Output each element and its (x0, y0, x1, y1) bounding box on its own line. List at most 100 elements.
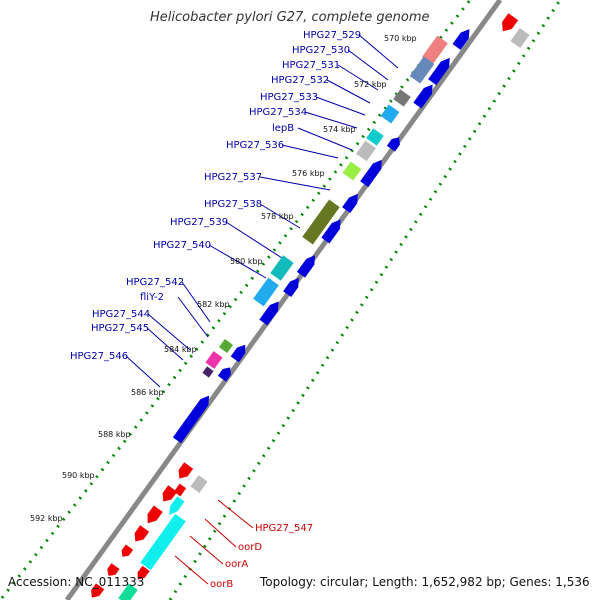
cds-gene[interactable] (259, 299, 282, 326)
tick-label: 580 kbp (230, 257, 263, 266)
feature-block[interactable] (205, 351, 223, 369)
rna-gene[interactable] (166, 496, 185, 517)
rna-gene[interactable] (118, 583, 138, 600)
tick-label: 578 kbp (261, 212, 294, 221)
label-leader (174, 555, 209, 585)
feature-block[interactable] (366, 128, 384, 146)
feature-block[interactable] (393, 89, 411, 107)
label-leader (315, 96, 366, 116)
feature-block[interactable] (253, 277, 279, 307)
tick-label: 584 kbp (164, 345, 197, 354)
outer-dotted-guide (0, 0, 472, 599)
label-leader (347, 49, 389, 81)
tick-label: 572 kbp (354, 80, 387, 89)
gene-label[interactable]: HPG27_534 (249, 107, 307, 118)
rna-gene[interactable] (134, 565, 150, 583)
gene-label[interactable]: lepB (272, 123, 294, 134)
gene-label[interactable]: HPG27_530 (292, 45, 350, 56)
rna-gene[interactable] (175, 462, 194, 481)
feature-block[interactable] (302, 199, 340, 245)
feature-block[interactable] (202, 366, 214, 378)
rna-gene[interactable] (498, 13, 519, 35)
gene-label[interactable]: HPG27_546 (70, 351, 128, 362)
gene-label[interactable]: HPG27_539 (170, 217, 228, 228)
rna-gene[interactable] (159, 485, 178, 504)
tick-label: 588 kbp (98, 430, 131, 439)
feature-block[interactable] (409, 56, 435, 84)
label-leader (297, 127, 353, 151)
label-leader (259, 203, 301, 229)
label-leaders (125, 34, 399, 585)
genome-backbone (64, 0, 503, 600)
feature-block[interactable] (510, 28, 530, 48)
gene-label[interactable]: oorB (210, 579, 233, 590)
feature-block[interactable] (270, 255, 294, 281)
gene-label[interactable]: HPG27_529 (303, 30, 361, 41)
gene-label[interactable]: fliY-2 (140, 292, 164, 303)
genome-info-text: Topology: circular; Length: 1,652,982 bp… (260, 575, 590, 589)
gene-label[interactable]: HPG27_545 (91, 323, 149, 334)
tick-label: 582 kbp (197, 300, 230, 309)
tick-labels: 570 kbp 572 kbp 574 kbp 576 kbp 578 kbp 580 k… (30, 34, 417, 523)
tick-label: 576 kbp (292, 169, 325, 178)
label-leader (358, 34, 399, 69)
label-leader (189, 535, 224, 565)
cds-gene[interactable] (452, 26, 474, 50)
gene-label[interactable]: HPG27_531 (282, 60, 340, 71)
rna-gene[interactable] (190, 475, 208, 493)
label-leader (217, 499, 254, 529)
feature-block[interactable] (380, 104, 400, 124)
gene-label[interactable]: HPG27_537 (204, 172, 262, 183)
rna-gene[interactable] (173, 483, 187, 497)
gene-label[interactable]: HPG27_547 (255, 523, 313, 534)
gene-label[interactable]: HPG27_542 (126, 277, 184, 288)
feature-block[interactable] (342, 161, 362, 181)
gene-label[interactable]: HPG27_532 (271, 75, 329, 86)
gene-label[interactable]: HPG27_538 (204, 199, 262, 210)
gene-label[interactable]: oorA (225, 559, 248, 570)
label-leader (281, 144, 339, 159)
rna-gene[interactable] (88, 583, 105, 600)
accession-text: Accession: NC_011333 (8, 575, 145, 589)
cds-gene[interactable] (321, 217, 344, 244)
cds-gene[interactable] (342, 191, 362, 214)
label-leader (147, 313, 191, 351)
cds-gene[interactable] (413, 82, 436, 109)
cds-gene[interactable] (428, 55, 454, 86)
gene-label[interactable]: oorD (238, 542, 262, 553)
cds-gene[interactable] (296, 252, 319, 278)
label-leader (304, 111, 358, 129)
cds-gene[interactable] (230, 342, 250, 363)
label-leader (125, 355, 161, 388)
cds-gene[interactable] (172, 393, 213, 444)
feature-block[interactable] (422, 35, 448, 65)
label-leader (225, 221, 283, 259)
label-leader (146, 327, 184, 361)
tick-label: 574 kbp (323, 125, 356, 134)
feature-track (88, 13, 530, 600)
cds-gene[interactable] (283, 275, 303, 298)
label-leader (208, 244, 267, 279)
feature-block[interactable] (219, 339, 233, 353)
rna-gene[interactable] (104, 563, 120, 579)
tick-label: 592 kbp (30, 514, 63, 523)
cds-gene[interactable] (386, 134, 403, 152)
cds-gene[interactable] (360, 157, 386, 188)
gene-label[interactable]: HPG27_544 (92, 309, 150, 320)
gene-label[interactable]: HPG27_540 (153, 240, 211, 251)
gene-label[interactable]: HPG27_533 (260, 92, 318, 103)
rna-gene[interactable] (140, 513, 186, 571)
feature-block[interactable] (356, 140, 376, 162)
tick-label: 570 kbp (384, 34, 417, 43)
tick-label: 586 kbp (131, 388, 164, 397)
label-leader (259, 176, 331, 191)
label-leader (177, 296, 209, 338)
rna-gene[interactable] (131, 525, 150, 544)
rna-gene[interactable] (119, 544, 134, 560)
rna-gene[interactable] (143, 505, 163, 526)
gene-label[interactable]: HPG27_536 (226, 140, 284, 151)
cds-gene[interactable] (217, 364, 234, 382)
map-title: Helicobacter pylori G27, complete genome (150, 10, 430, 25)
label-leader (181, 281, 211, 323)
